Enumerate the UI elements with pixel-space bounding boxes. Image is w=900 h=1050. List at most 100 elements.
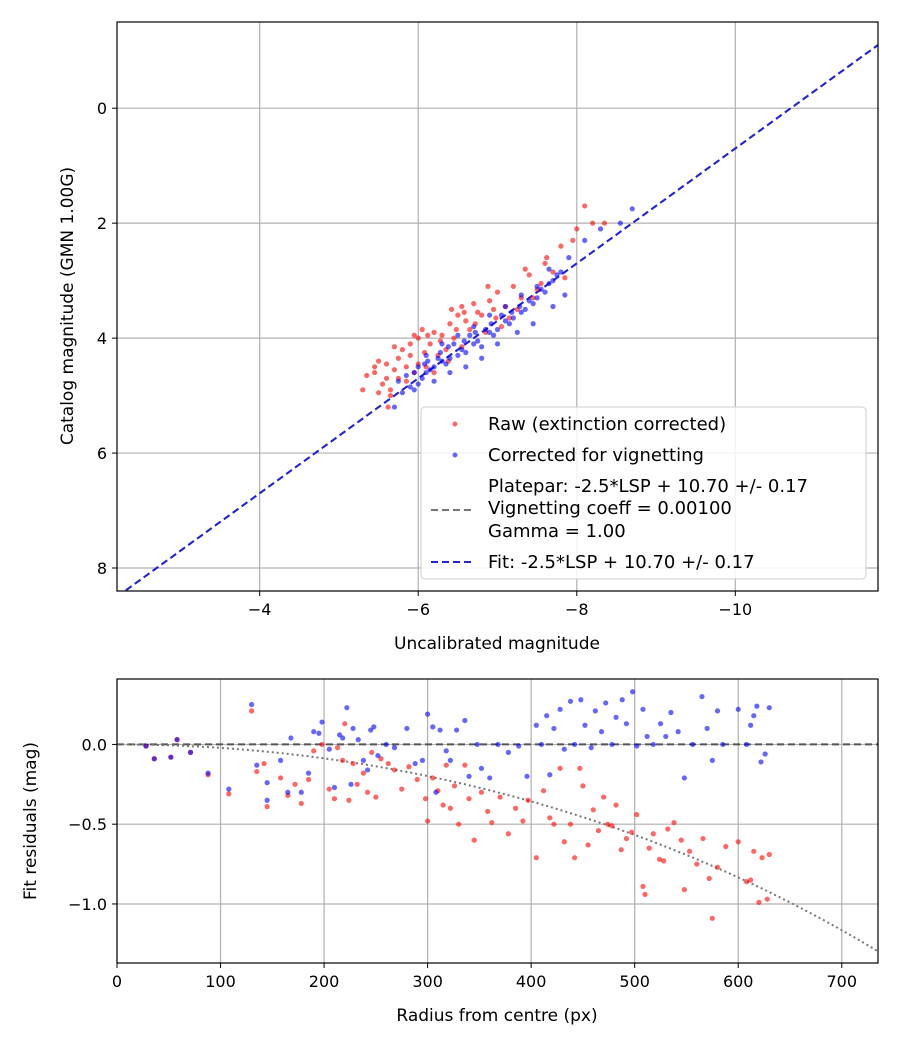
point-raw bbox=[574, 226, 580, 232]
point-raw bbox=[590, 807, 596, 813]
point-raw bbox=[686, 848, 693, 854]
point-corrected bbox=[316, 730, 322, 736]
bottom-ticks: 0 100 200 300 400 500 600 700 0.0 −0.5 −1.0 bbox=[68, 735, 857, 991]
top-chart: −4 −6 −8 −10 0 2 4 6 8 Uncalibrated magnitude Ca… bbox=[58, 21, 879, 654]
point-raw bbox=[714, 864, 721, 870]
point-raw bbox=[540, 788, 547, 794]
legend: Raw (extinction corrected) Corrected for… bbox=[420, 406, 867, 580]
point-corrected bbox=[506, 321, 512, 327]
point-raw bbox=[378, 756, 384, 762]
point-corrected bbox=[544, 713, 550, 719]
point-corrected bbox=[205, 770, 211, 776]
point-raw bbox=[406, 764, 412, 770]
point-corrected bbox=[634, 743, 640, 749]
point-corrected bbox=[419, 757, 426, 763]
point-corrected bbox=[510, 315, 516, 321]
point-raw bbox=[766, 851, 772, 858]
point-raw bbox=[706, 875, 712, 882]
vignetting-curve bbox=[117, 743, 878, 953]
point-corrected bbox=[264, 797, 270, 803]
point-raw bbox=[455, 312, 461, 318]
point-raw bbox=[391, 344, 398, 350]
point-corrected bbox=[681, 775, 687, 781]
point-raw bbox=[439, 332, 445, 338]
point-raw bbox=[601, 794, 607, 800]
point-raw bbox=[264, 804, 270, 810]
point-corrected bbox=[766, 705, 772, 711]
point-raw bbox=[678, 837, 684, 843]
point-corrected bbox=[411, 387, 417, 393]
point-raw bbox=[486, 298, 493, 304]
point-corrected bbox=[526, 298, 532, 304]
x-tick-label: 100 bbox=[205, 972, 236, 991]
bottom-x-axis-label: Radius from centre (px) bbox=[396, 1006, 597, 1026]
point-corrected bbox=[479, 344, 485, 350]
point-raw bbox=[544, 255, 550, 261]
point-corrected bbox=[509, 309, 515, 315]
point-corrected bbox=[690, 741, 696, 748]
point-corrected bbox=[483, 326, 489, 333]
point-corrected bbox=[151, 756, 157, 762]
point-raw bbox=[609, 823, 615, 829]
point-raw bbox=[510, 283, 516, 289]
point-raw bbox=[582, 203, 588, 209]
point-raw bbox=[383, 375, 390, 381]
point-raw bbox=[494, 289, 501, 295]
point-raw bbox=[618, 847, 624, 853]
point-corrected bbox=[505, 749, 511, 755]
point-corrected bbox=[459, 347, 465, 353]
point-raw bbox=[419, 326, 425, 333]
point-corrected bbox=[437, 727, 443, 733]
point-raw bbox=[395, 355, 402, 361]
point-corrected bbox=[391, 404, 398, 410]
point-raw bbox=[375, 358, 382, 364]
point-corrected bbox=[479, 355, 485, 361]
point-raw bbox=[506, 315, 512, 321]
point-raw bbox=[226, 791, 232, 797]
point-corrected bbox=[391, 745, 398, 751]
point-corrected bbox=[748, 722, 754, 728]
point-raw bbox=[387, 392, 394, 399]
point-corrected bbox=[488, 321, 494, 327]
point-corrected bbox=[578, 697, 584, 703]
point-corrected bbox=[447, 355, 453, 361]
point-raw bbox=[538, 280, 544, 287]
point-corrected bbox=[487, 775, 493, 781]
point-raw bbox=[642, 891, 648, 897]
point-raw bbox=[298, 800, 304, 807]
point-corrected bbox=[368, 727, 374, 733]
legend-platepar-label-1: Platepar: -2.5*LSP + 10.70 +/- 0.17 bbox=[488, 476, 808, 497]
point-corrected bbox=[248, 701, 255, 708]
point-corrected bbox=[650, 741, 656, 748]
point-raw bbox=[431, 329, 437, 335]
point-raw bbox=[448, 306, 455, 312]
point-corrected bbox=[427, 367, 433, 373]
point-raw bbox=[331, 796, 338, 802]
point-corrected bbox=[714, 708, 721, 714]
y-tick-label: −1.0 bbox=[68, 895, 107, 914]
point-corrected bbox=[455, 332, 461, 338]
point-corrected bbox=[331, 784, 338, 791]
point-corrected bbox=[415, 364, 421, 370]
point-raw bbox=[375, 390, 382, 396]
point-raw bbox=[498, 324, 505, 330]
point-raw bbox=[447, 321, 453, 327]
point-raw bbox=[590, 220, 596, 226]
point-corrected bbox=[514, 329, 520, 335]
point-corrected bbox=[430, 724, 436, 730]
point-corrected bbox=[709, 757, 715, 763]
point-raw bbox=[743, 879, 750, 885]
point-corrected bbox=[461, 338, 467, 344]
point-raw bbox=[748, 877, 754, 883]
point-corrected bbox=[455, 352, 461, 358]
point-corrected bbox=[518, 309, 524, 315]
point-raw bbox=[471, 301, 477, 307]
point-corrected bbox=[419, 375, 425, 381]
point-corrected bbox=[364, 767, 371, 773]
point-corrected bbox=[412, 760, 418, 767]
point-raw bbox=[453, 326, 459, 333]
point-corrected bbox=[454, 727, 460, 733]
point-corrected bbox=[348, 781, 354, 787]
point-raw bbox=[561, 839, 567, 845]
point-raw bbox=[700, 835, 706, 842]
